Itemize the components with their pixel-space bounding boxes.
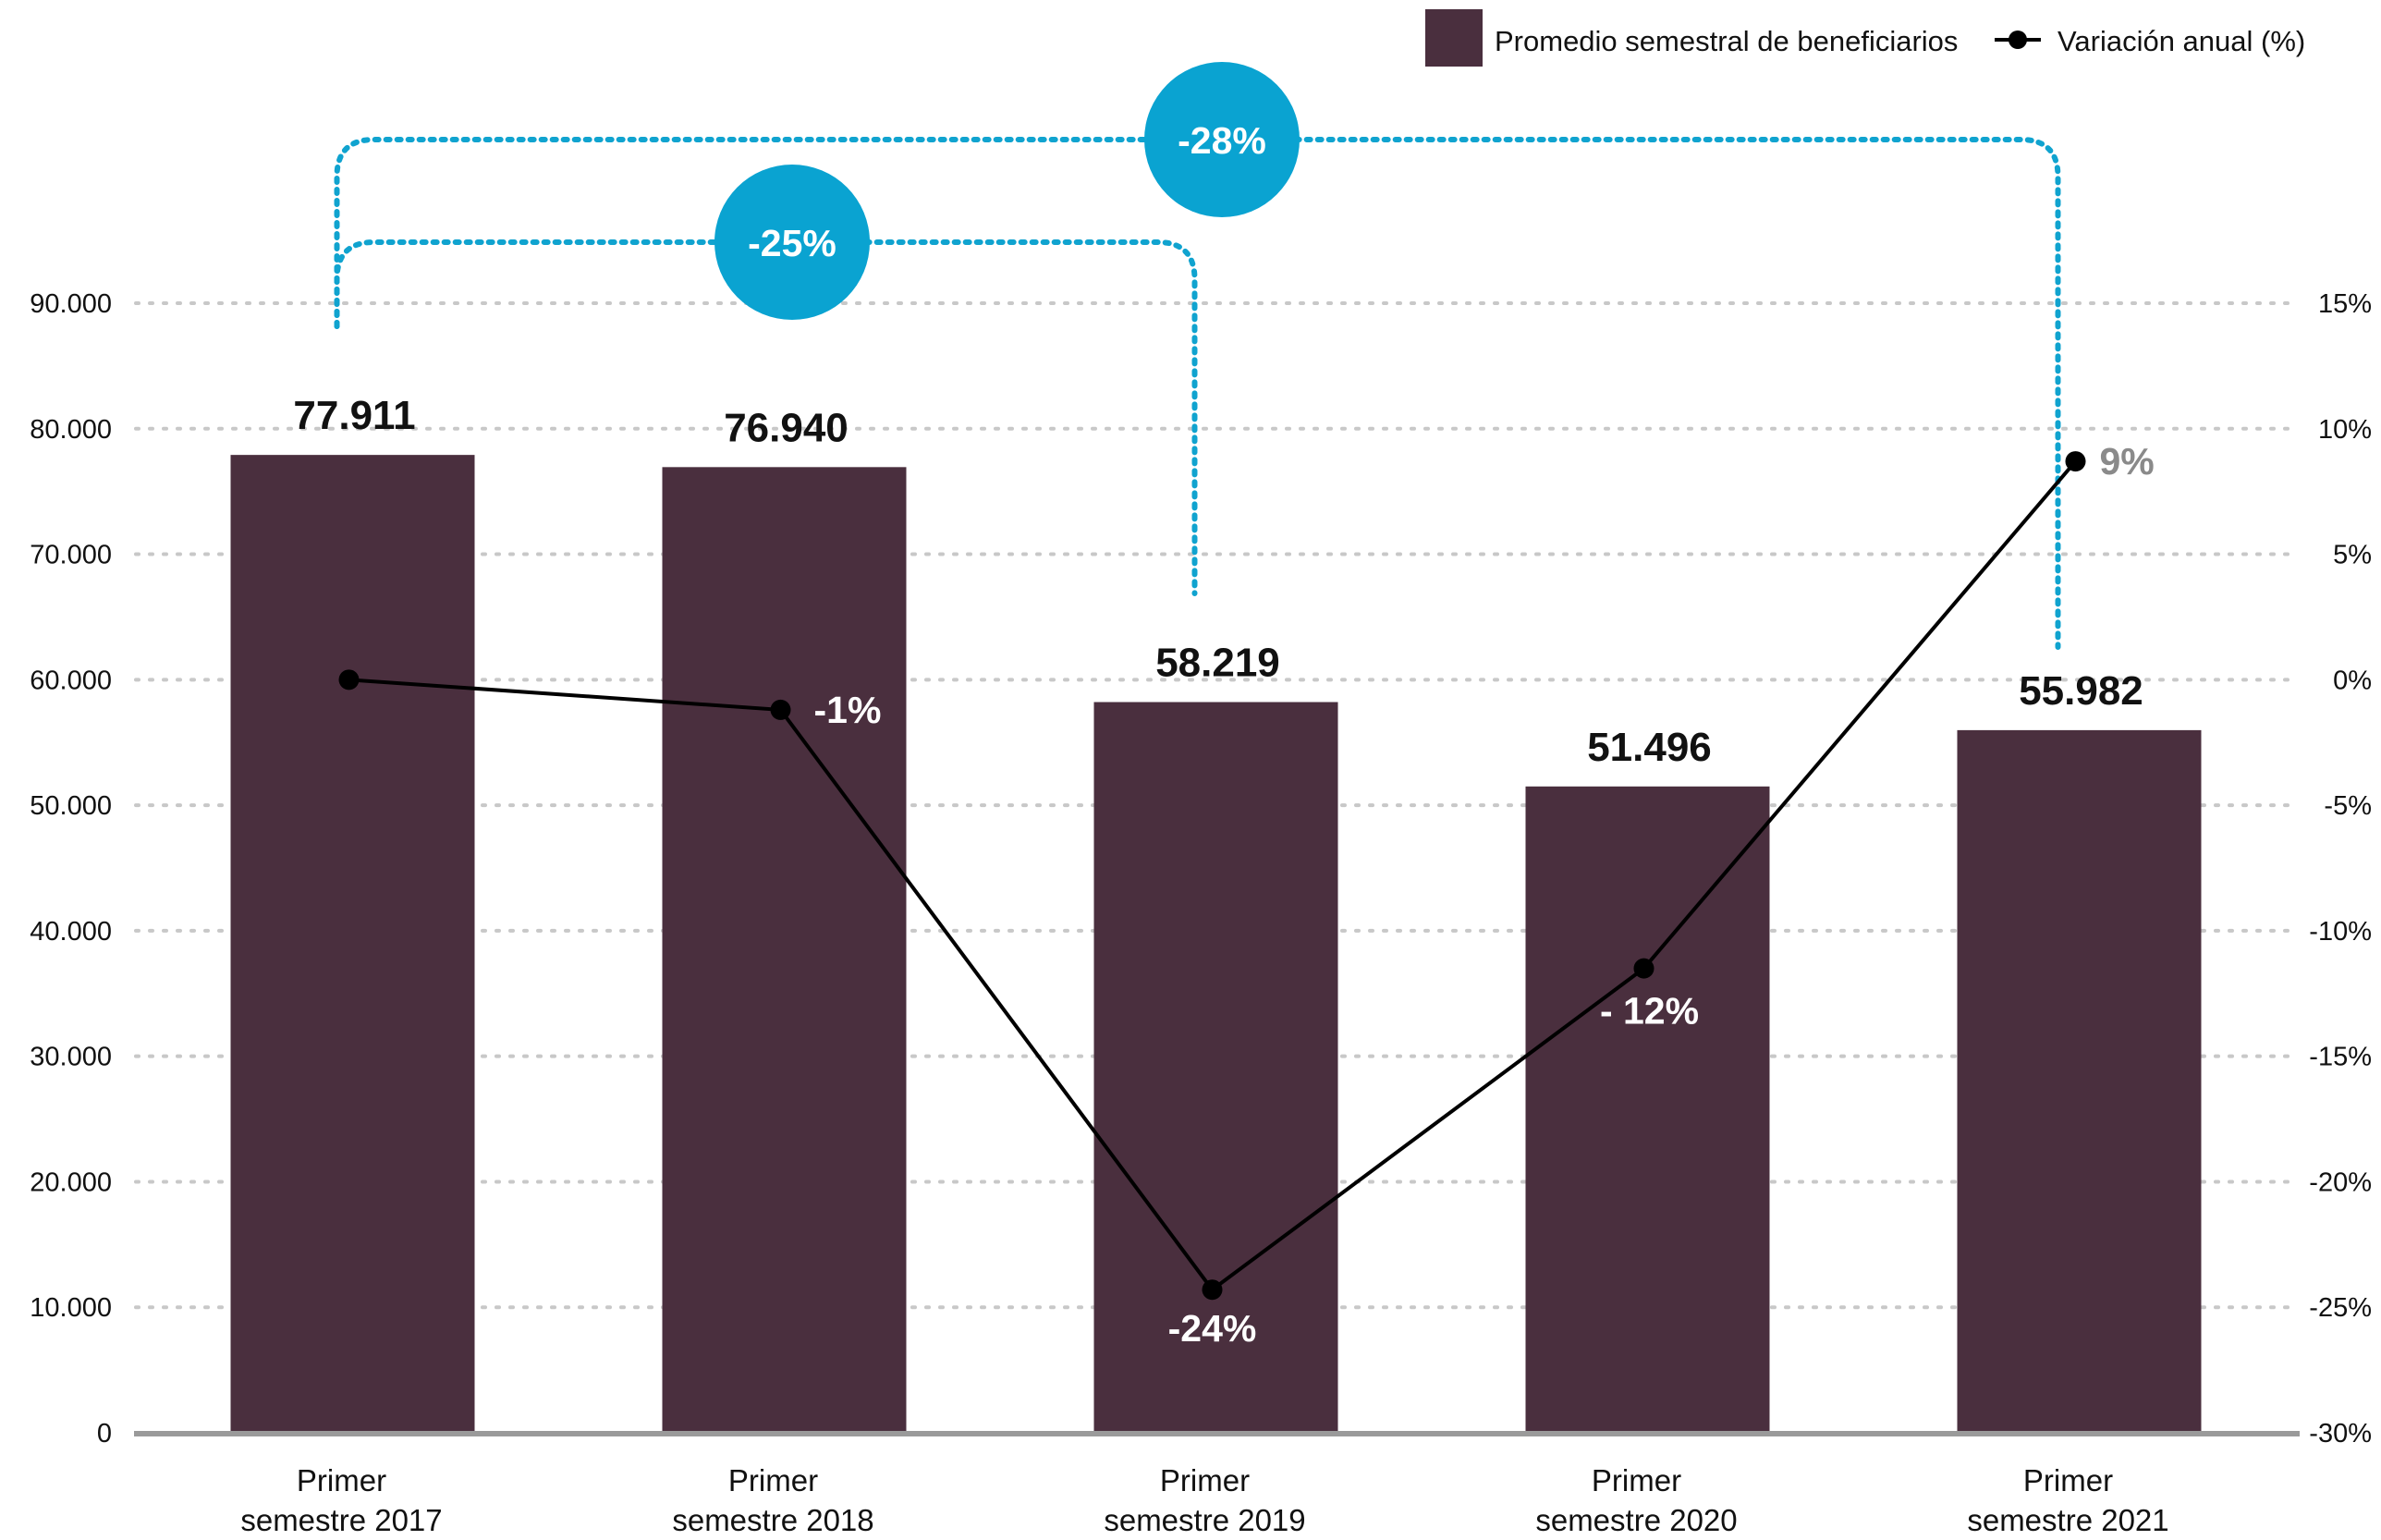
left-axis-tick-label: 20.000 (30, 1167, 112, 1197)
category-label: Primer (1592, 1463, 1681, 1497)
variation-point (338, 669, 360, 691)
data-labels: 77.911 76.940 58.219 51.496 55.982 -1% -24% - 1… (293, 393, 2154, 1350)
bar-value-label: 58.219 (1155, 641, 1280, 686)
left-axis-tick-label: 30.000 (30, 1043, 112, 1072)
bar-value-label: 55.982 (2019, 668, 2143, 714)
right-axis-tick-label: 10% (2318, 415, 2372, 445)
category-label: semestre 2020 (1535, 1503, 1737, 1537)
left-axis-tick-label: 40.000 (30, 917, 112, 947)
left-axis-tick-label: 90.000 (30, 289, 112, 319)
legend: Promedio semestral de beneficiarios Varia… (1425, 9, 2305, 67)
comparison-brackets: -25% -28% (334, 62, 2061, 650)
axes: 0 10.000 20.000 30.000 40.000 50.000 60.000 70.… (30, 289, 2372, 1537)
comparison-bubble (1144, 62, 1300, 217)
bars (230, 455, 2202, 1434)
variation-label: - 12% (1600, 990, 1699, 1033)
comparison-label: -25% (748, 222, 836, 264)
variation-point (1633, 958, 1654, 979)
variation-point (2065, 451, 2086, 472)
right-axis-tick-label: 15% (2318, 289, 2372, 319)
left-axis-tick-label: 60.000 (30, 666, 112, 695)
bar (1093, 702, 1338, 1433)
bar (230, 455, 475, 1434)
variation-label: -24% (1168, 1307, 1257, 1350)
bar (1525, 786, 1770, 1433)
bar-value-label: 77.911 (293, 393, 415, 438)
category-label: semestre 2017 (240, 1503, 442, 1537)
left-axis-tick-label: 10.000 (30, 1293, 112, 1323)
variation-label: 9% (2100, 440, 2155, 483)
variation-line (338, 451, 2086, 1301)
legend-swatch-bars (1425, 9, 1483, 67)
variation-point (770, 699, 791, 720)
category-label: Primer (297, 1463, 386, 1497)
bar (1957, 729, 2202, 1433)
category-label: Primer (2023, 1463, 2113, 1497)
right-axis-tick-label: 5% (2333, 541, 2372, 570)
legend-line-marker (2009, 31, 2027, 49)
right-axis-tick-label: 0% (2333, 666, 2372, 695)
right-axis-tick-label: -30% (2309, 1419, 2372, 1448)
bar-value-label: 51.496 (1587, 725, 1712, 770)
category-label: semestre 2021 (1967, 1503, 2168, 1537)
category-label: semestre 2019 (1104, 1503, 1305, 1537)
right-axis-tick-label: -10% (2309, 917, 2372, 947)
left-axis-tick-label: 0 (97, 1419, 112, 1448)
left-axis-tick-label: 80.000 (30, 415, 112, 445)
left-axis-tick-label: 70.000 (30, 541, 112, 570)
category-label: Primer (1160, 1463, 1250, 1497)
variation-label: -1% (814, 689, 882, 731)
category-label: Primer (728, 1463, 818, 1497)
right-axis-tick-label: -20% (2309, 1167, 2372, 1197)
comparison-bubble (714, 165, 870, 320)
legend-label-bars: Promedio semestral de beneficiarios (1495, 25, 1958, 57)
bar (662, 467, 907, 1433)
left-axis-tick-label: 50.000 (30, 791, 112, 821)
right-axis-tick-label: -5% (2324, 791, 2372, 821)
right-axis-tick-label: -15% (2309, 1043, 2372, 1072)
bar-value-label: 76.940 (724, 405, 849, 450)
comparison-label: -28% (1178, 119, 1266, 162)
category-label: semestre 2018 (672, 1503, 873, 1537)
variation-point (1202, 1279, 1223, 1301)
right-axis-tick-label: -25% (2309, 1293, 2372, 1323)
legend-label-line: Variación anual (%) (2057, 25, 2305, 57)
